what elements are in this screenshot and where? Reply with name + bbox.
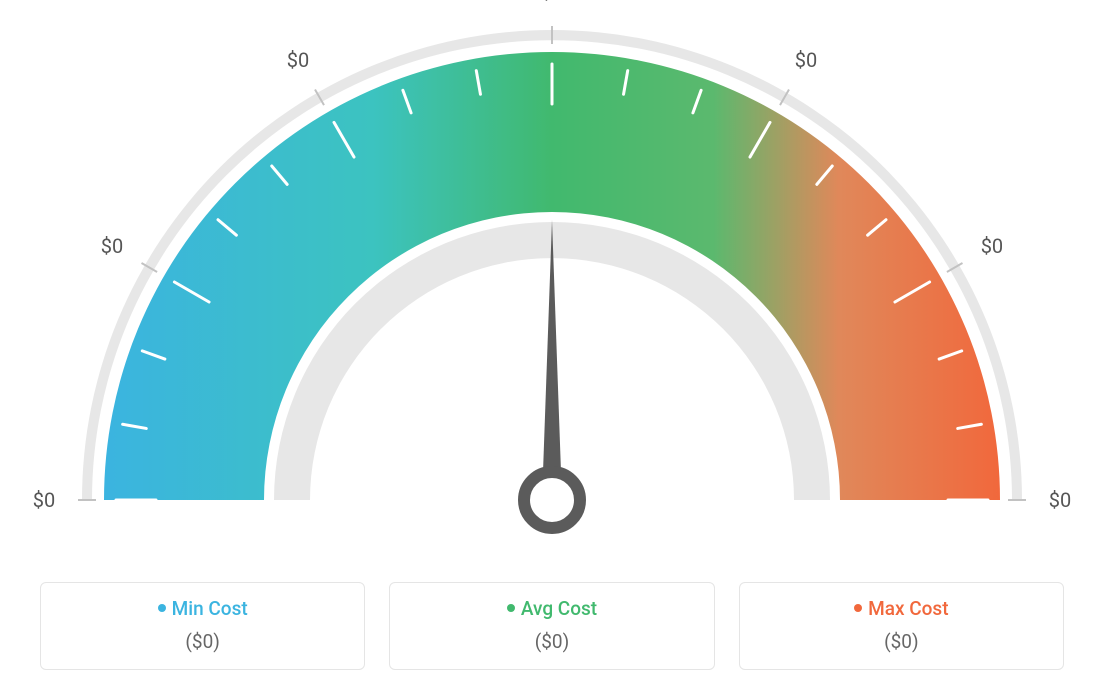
gauge-tick-label: $0: [287, 48, 309, 72]
legend-label-text: Avg Cost: [521, 597, 597, 620]
legend-dot-icon: [158, 604, 166, 612]
gauge-tick-label: $0: [981, 234, 1003, 258]
legend-card-max: Max Cost ($0): [739, 582, 1064, 670]
gauge-tick-label: $0: [795, 48, 817, 72]
legend-dot-icon: [854, 604, 862, 612]
gauge: $0 $0 $0 $0 $0 $0 $0: [0, 0, 1104, 560]
legend-dot-icon: [507, 604, 515, 612]
legend-title-avg: Avg Cost: [390, 597, 713, 620]
legend-value-min: ($0): [41, 630, 364, 653]
legend-label-text: Min Cost: [172, 597, 248, 620]
legend-row: Min Cost ($0) Avg Cost ($0) Max Cost ($0): [40, 582, 1064, 670]
legend-card-avg: Avg Cost ($0): [389, 582, 714, 670]
legend-title-min: Min Cost: [41, 597, 364, 620]
legend-label-text: Max Cost: [868, 597, 948, 620]
gauge-svg: [0, 0, 1104, 560]
gauge-tick-label: $0: [101, 234, 123, 258]
gauge-tick-label: $0: [1049, 488, 1071, 512]
legend-title-max: Max Cost: [740, 597, 1063, 620]
gauge-tick-label: $0: [33, 488, 55, 512]
legend-card-min: Min Cost ($0): [40, 582, 365, 670]
legend-value-avg: ($0): [390, 630, 713, 653]
legend-value-max: ($0): [740, 630, 1063, 653]
gauge-cost-chart: $0$0$0$0$0$0$0 Min Cost($0)Avg Cost($0)M…: [0, 0, 1104, 690]
gauge-tick-label: $0: [541, 0, 563, 4]
